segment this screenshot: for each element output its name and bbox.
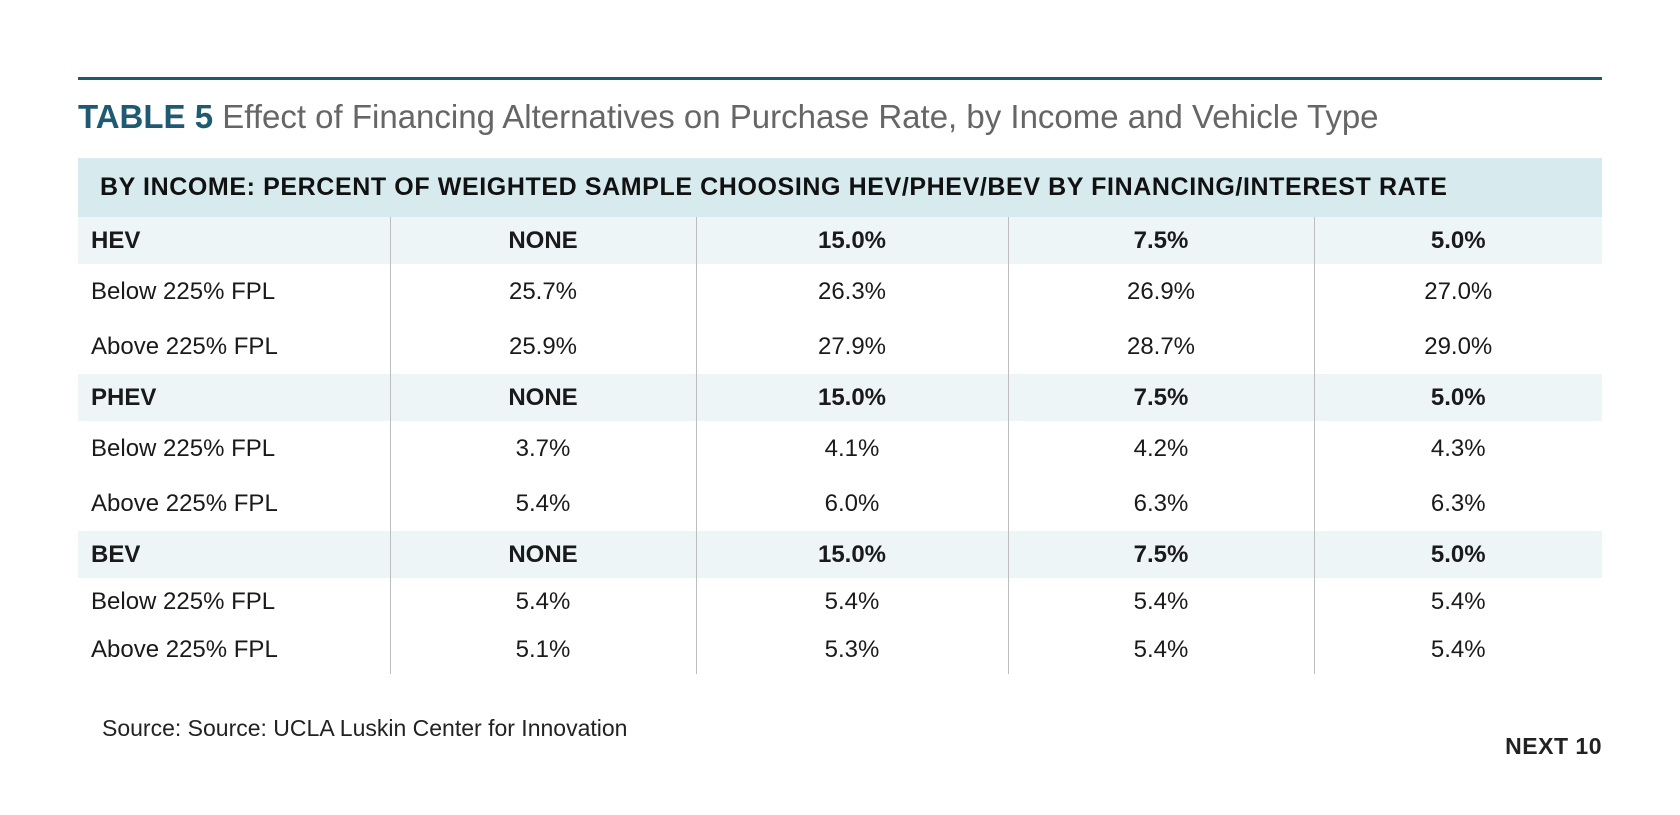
- rate-header-7-5: 7.5%: [1007, 217, 1314, 264]
- table-cell: 5.1%: [389, 626, 696, 674]
- table-cell: 29.0%: [1313, 319, 1603, 374]
- income-label: Above 225% FPL: [91, 332, 278, 360]
- income-label: Below 225% FPL: [91, 434, 276, 462]
- table-row: Above 225% FPL 5.4% 6.0% 6.3% 6.3%: [78, 476, 1603, 531]
- table-cell: 5.4%: [1313, 626, 1603, 674]
- rate-header-15: 15.0%: [695, 217, 1008, 264]
- table-cell: 6.3%: [1007, 476, 1314, 531]
- table-cell: 27.9%: [695, 319, 1008, 374]
- vehicle-type-label: PHEV: [78, 374, 390, 421]
- page-label: NEXT 10: [1505, 733, 1602, 759]
- group-header-row: PHEV NONE 15.0% 7.5% 5.0%: [78, 374, 1603, 421]
- rate-header-none: NONE: [389, 374, 696, 421]
- table-cell: 5.4%: [389, 476, 696, 531]
- table-cell: 4.2%: [1007, 421, 1314, 476]
- table-cell: 4.1%: [695, 421, 1008, 476]
- income-label: Above 225% FPL: [91, 489, 278, 517]
- table-number: TABLE 5: [78, 98, 214, 135]
- rate-header-5: 5.0%: [1313, 531, 1603, 578]
- data-table: BY INCOME: PERCENT OF WEIGHTED SAMPLE CH…: [78, 158, 1603, 674]
- income-label: Above 225% FPL: [91, 636, 278, 663]
- income-label: Below 225% FPL: [91, 277, 276, 305]
- table-cell: 4.3%: [1313, 421, 1603, 476]
- table-cell: 28.7%: [1007, 319, 1314, 374]
- table-cell: 26.3%: [695, 264, 1008, 319]
- table-cell: 5.4%: [1007, 626, 1314, 674]
- table-description: Effect of Financing Alternatives on Purc…: [222, 98, 1379, 135]
- table-row: Below 225% FPL 3.7% 4.1% 4.2% 4.3%: [78, 421, 1603, 476]
- rate-header-none: NONE: [389, 531, 696, 578]
- vehicle-type-label: HEV: [78, 217, 390, 264]
- table-cell: 5.3%: [695, 626, 1008, 674]
- table-banner: BY INCOME: PERCENT OF WEIGHTED SAMPLE CH…: [78, 158, 1603, 217]
- group-header-row: BEV NONE 15.0% 7.5% 5.0%: [78, 531, 1603, 578]
- vehicle-type-label: BEV: [78, 531, 390, 578]
- table-cell: 5.4%: [695, 578, 1008, 626]
- rate-header-15: 15.0%: [695, 531, 1008, 578]
- table-cell: 26.9%: [1007, 264, 1314, 319]
- table-cell: 5.4%: [389, 578, 696, 626]
- top-rule: [78, 77, 1602, 80]
- table-cell: 3.7%: [389, 421, 696, 476]
- rate-header-7-5: 7.5%: [1007, 531, 1314, 578]
- table-row: Below 225% FPL 25.7% 26.3% 26.9% 27.0%: [78, 264, 1603, 319]
- table-cell: 27.0%: [1313, 264, 1603, 319]
- table-cell: 6.3%: [1313, 476, 1603, 531]
- table-row: Below 225% FPL 5.4% 5.4% 5.4% 5.4%: [78, 578, 1603, 626]
- table-row: Above 225% FPL 25.9% 27.9% 28.7% 29.0%: [78, 319, 1603, 374]
- source-note: Source: Source: UCLA Luskin Center for I…: [102, 715, 628, 741]
- rate-header-15: 15.0%: [695, 374, 1008, 421]
- table-cell: 5.4%: [1313, 578, 1603, 626]
- table-cell: 25.7%: [389, 264, 696, 319]
- group-header-row: HEV NONE 15.0% 7.5% 5.0%: [78, 217, 1603, 264]
- table-cell: 25.9%: [389, 319, 696, 374]
- rate-header-5: 5.0%: [1313, 374, 1603, 421]
- rate-header-7-5: 7.5%: [1007, 374, 1314, 421]
- table-cell: 5.4%: [1007, 578, 1314, 626]
- table-title: TABLE 5 Effect of Financing Alternatives…: [78, 97, 1379, 137]
- table-cell: 6.0%: [695, 476, 1008, 531]
- income-label: Below 225% FPL: [91, 588, 276, 615]
- rate-header-none: NONE: [389, 217, 696, 264]
- table-row: Above 225% FPL 5.1% 5.3% 5.4% 5.4%: [78, 626, 1603, 674]
- rate-header-5: 5.0%: [1313, 217, 1603, 264]
